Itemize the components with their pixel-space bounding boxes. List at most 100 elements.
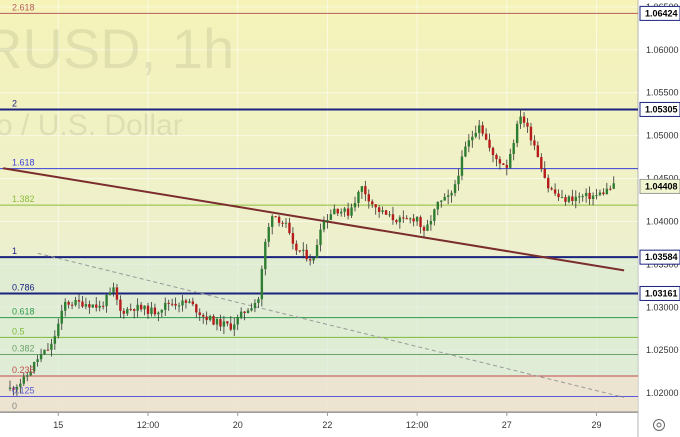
price-tag-box	[639, 5, 680, 21]
candle-body	[146, 305, 150, 314]
candle-body	[126, 309, 129, 314]
price-tag: 1.06424	[639, 5, 680, 21]
candle-body	[164, 302, 167, 310]
candle-body	[412, 218, 415, 222]
candle-body	[374, 204, 377, 208]
candle-body	[460, 156, 464, 176]
watermark-name: o / U.S. Dollar	[0, 109, 183, 142]
trendline-resistance[interactable]	[2, 167, 625, 272]
candle-body	[205, 316, 208, 321]
candle-body	[602, 192, 605, 195]
candle-body	[64, 301, 67, 311]
candle-body	[595, 195, 598, 197]
candle-body	[150, 307, 153, 314]
x-tick-label: 12:00	[137, 420, 160, 430]
candle-body	[98, 305, 101, 308]
candle-body	[53, 336, 57, 344]
candle-body	[436, 201, 439, 210]
candle-body	[36, 359, 39, 362]
fib-label: 0.236	[12, 365, 35, 375]
y-tick-label: 1.06000	[646, 45, 679, 55]
price-axis[interactable]	[638, 0, 680, 437]
watermark-symbol: RUSD, 1h	[0, 17, 234, 80]
candle-body	[39, 354, 43, 360]
candle-body	[271, 216, 274, 227]
candle-body	[243, 311, 246, 313]
candle-body	[588, 192, 591, 200]
candle-body	[298, 250, 301, 252]
candle-body	[191, 301, 195, 305]
candle-body	[567, 196, 571, 202]
candle-body	[246, 310, 250, 313]
candle-body	[598, 192, 602, 196]
y-tick-label: 1.04500	[646, 174, 679, 184]
candle-body	[326, 219, 329, 222]
price-tags: 1.06424 1.05305 1.04408 1.03584 1.03161	[639, 5, 680, 301]
candle-body	[564, 197, 567, 202]
candle-body	[543, 168, 546, 178]
candle-body	[484, 133, 488, 140]
candle-body	[346, 208, 350, 216]
candle-body	[160, 309, 163, 313]
candle-body	[288, 222, 291, 234]
candle-body	[305, 249, 308, 260]
y-tick-label: 1.02500	[646, 345, 679, 355]
candle-body	[195, 304, 198, 313]
candle-body	[574, 196, 577, 202]
candle-body	[188, 301, 191, 303]
candle-body	[609, 188, 612, 190]
time-axis[interactable]	[0, 412, 638, 437]
candle-body	[388, 214, 391, 216]
candle-body	[578, 196, 581, 198]
y-tick-label: 1.05500	[646, 88, 679, 98]
candle-body	[129, 309, 132, 311]
trendlines[interactable]	[2, 167, 625, 398]
candle-body	[315, 244, 319, 259]
candle-body	[443, 196, 446, 201]
candle-body	[312, 258, 315, 261]
gear-icon[interactable]	[653, 419, 665, 431]
candle-body	[591, 195, 595, 200]
candle-body	[529, 126, 533, 141]
settings-button[interactable]	[653, 419, 665, 431]
candle-body	[433, 209, 436, 222]
candle-body	[353, 203, 357, 208]
candle-body	[381, 210, 384, 212]
trendline-dashed[interactable]	[37, 252, 625, 398]
candle-body	[364, 186, 367, 195]
candle-body	[547, 177, 550, 189]
candle-body	[536, 145, 540, 158]
x-tick-label: 27	[502, 420, 512, 430]
candle-body	[167, 302, 170, 304]
watermark: RUSD, 1h o / U.S. Dollar	[0, 17, 234, 142]
candle-body	[308, 259, 312, 261]
fib-label: 1	[12, 246, 17, 256]
fib-band-bottom	[0, 375, 638, 412]
candle-body	[498, 159, 502, 164]
candle-body	[426, 224, 429, 231]
candle-body	[226, 321, 229, 324]
candle-body	[88, 304, 91, 308]
price-tag-label: 1.06424	[645, 8, 678, 18]
candle-body	[181, 300, 184, 306]
candle-body	[391, 214, 395, 221]
candle-body	[267, 226, 270, 242]
candle-body	[236, 316, 239, 325]
fib-label: 0	[12, 401, 17, 411]
candle-body	[419, 217, 422, 228]
candle-body	[70, 304, 74, 306]
candle-body	[212, 316, 215, 325]
price-tag-label: 1.03161	[645, 288, 678, 298]
candle-body	[402, 217, 405, 219]
candle-body	[29, 371, 32, 376]
fib-labels: 2.618 2 1.618 1.382 1 0.786 0.618 0.5 0.382 0.236…	[12, 2, 35, 411]
x-tick-label: 12:00	[406, 420, 429, 430]
candle-body	[281, 222, 284, 224]
candle-body	[219, 319, 222, 327]
candle-body	[319, 229, 322, 245]
candle-body	[12, 387, 15, 390]
candle-body	[215, 319, 219, 325]
price-tag-box	[639, 101, 680, 117]
candle-body	[50, 343, 53, 350]
